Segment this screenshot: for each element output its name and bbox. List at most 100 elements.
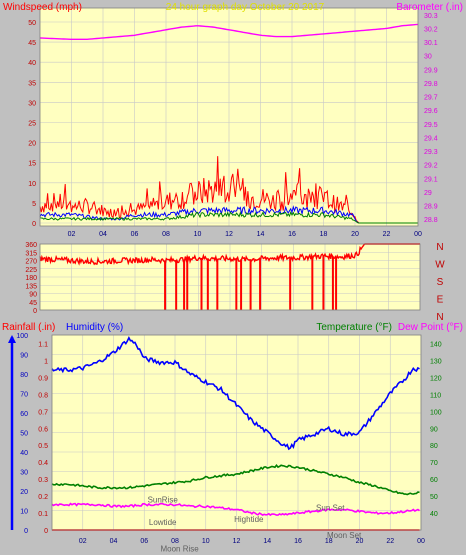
rain-tick: 0 xyxy=(44,528,48,535)
direction-y-tick: 180 xyxy=(25,275,37,282)
temperature-tick: 80 xyxy=(430,443,438,450)
wind-left-tick: 35 xyxy=(28,80,36,87)
climate-x-tick: 08 xyxy=(171,538,179,545)
humidity-axis-arrow xyxy=(8,335,16,343)
rainfall-axis-label: Rainfall (.in) xyxy=(2,322,55,333)
rain-tick: 0.2 xyxy=(38,494,48,501)
rain-tick: 0.6 xyxy=(38,426,48,433)
barometer-right-tick: 29.8 xyxy=(424,81,438,88)
climate-x-tick: 10 xyxy=(202,538,210,545)
wind-left-tick: 30 xyxy=(28,100,36,107)
barometer-right-tick: 29 xyxy=(424,190,432,197)
climate-x-tick: 06 xyxy=(140,538,148,545)
temperature-tick: 40 xyxy=(430,511,438,518)
wind-left-tick: 10 xyxy=(28,181,36,188)
direction-y-tick: 135 xyxy=(25,283,37,290)
humidity-tick: 10 xyxy=(20,509,28,516)
wind-left-tick: 25 xyxy=(28,121,36,128)
rain-tick: 0.7 xyxy=(38,409,48,416)
wind-x-tick: 02 xyxy=(68,231,76,238)
barometer-right-tick: 28.9 xyxy=(424,204,438,211)
rain-tick: 0.3 xyxy=(38,477,48,484)
wind-direction-line xyxy=(39,243,420,266)
temperature-tick: 70 xyxy=(430,460,438,467)
wind-x-tick: 06 xyxy=(131,231,139,238)
rain-tick: 1.1 xyxy=(38,341,48,348)
direction-y-tick: 315 xyxy=(25,250,37,257)
climate-x-tick: 20 xyxy=(356,538,364,545)
wind-left-tick: 45 xyxy=(28,40,36,47)
event-annotation: SunRise xyxy=(148,496,179,505)
direction-y-tick: 90 xyxy=(29,292,37,299)
barometer-right-tick: 30 xyxy=(424,54,432,61)
event-annotation: Lowtide xyxy=(149,518,177,527)
wind-left-tick: 40 xyxy=(28,60,36,67)
wind-x-tick: 20 xyxy=(351,231,359,238)
wind-plot-frame xyxy=(39,7,419,227)
barometer-right-tick: 29.5 xyxy=(424,122,438,129)
dewpoint-axis-label: Dew Point (°F) xyxy=(398,322,463,333)
wind-x-tick: 12 xyxy=(225,231,233,238)
climate-x-tick: 14 xyxy=(263,538,271,545)
humidity-tick: 60 xyxy=(20,411,28,418)
barometer-right-tick: 29.2 xyxy=(424,163,438,170)
humidity-tick: 70 xyxy=(20,392,28,399)
wind-x-tick: 14 xyxy=(257,231,265,238)
barometer-right-tick: 29.9 xyxy=(424,67,438,74)
barometer-right-tick: 29.6 xyxy=(424,108,438,115)
climate-plot-frame xyxy=(51,334,422,531)
windspeed-axis-label: Windspeed (mph) xyxy=(3,2,82,13)
compass-label: E xyxy=(437,295,444,306)
wind-x-tick: 00 xyxy=(414,231,422,238)
barometer-right-tick: 29.7 xyxy=(424,95,438,102)
climate-x-tick: 04 xyxy=(110,538,118,545)
rain-tick: 0.9 xyxy=(38,375,48,382)
direction-y-tick: 45 xyxy=(29,300,37,307)
climate-x-tick: 18 xyxy=(325,538,333,545)
rain-tick: 0.1 xyxy=(38,511,48,518)
barometer-right-tick: 30.3 xyxy=(424,13,438,20)
compass-label: S xyxy=(437,277,444,288)
climate-series-1-line xyxy=(51,464,420,496)
wind-series-3-line xyxy=(39,211,418,224)
temperature-tick: 50 xyxy=(430,494,438,501)
compass-label: N xyxy=(436,312,443,323)
climate-x-tick: 22 xyxy=(386,538,394,545)
wind-left-tick: 20 xyxy=(28,141,36,148)
rain-tick: 0.4 xyxy=(38,460,48,467)
climate-series-2-line xyxy=(51,502,420,517)
compass-label: N xyxy=(436,242,443,253)
wind-series-0-line xyxy=(39,23,419,40)
wind-left-tick: 50 xyxy=(28,20,36,27)
humidity-tick: 50 xyxy=(20,431,28,438)
wind-left-tick: 5 xyxy=(32,201,36,208)
rain-tick: 1 xyxy=(44,358,48,365)
direction-y-tick: 360 xyxy=(25,242,37,249)
humidity-tick: 90 xyxy=(20,353,28,360)
barometer-right-tick: 29.4 xyxy=(424,135,438,142)
wind-x-tick: 08 xyxy=(162,231,170,238)
event-annotation: Hightide xyxy=(234,515,264,524)
wind-left-tick: 0 xyxy=(32,221,36,228)
barometer-axis-label: Barometer (.in) xyxy=(396,2,463,13)
rain-tick: 0.8 xyxy=(38,392,48,399)
wind-x-tick: 18 xyxy=(320,231,328,238)
barometer-right-tick: 30.2 xyxy=(424,26,438,33)
direction-y-tick: 225 xyxy=(25,267,37,274)
humidity-tick: 40 xyxy=(20,450,28,457)
humidity-axis-label: Humidity (%) xyxy=(66,322,123,333)
barometer-right-tick: 30.1 xyxy=(424,40,438,47)
direction-y-tick: 0 xyxy=(33,308,37,315)
direction-y-tick: 270 xyxy=(25,259,37,266)
event-annotation: Moon Set xyxy=(327,531,362,540)
climate-x-tick: 00 xyxy=(417,538,425,545)
barometer-right-tick: 29.1 xyxy=(424,176,438,183)
wind-x-tick: 04 xyxy=(99,231,107,238)
event-annotation: Moon Rise xyxy=(160,544,199,553)
temperature-axis-label: Temperature (°F) xyxy=(316,322,392,333)
humidity-tick: 100 xyxy=(16,333,28,340)
climate-x-tick: 12 xyxy=(233,538,241,545)
wind-left-tick: 15 xyxy=(28,161,36,168)
